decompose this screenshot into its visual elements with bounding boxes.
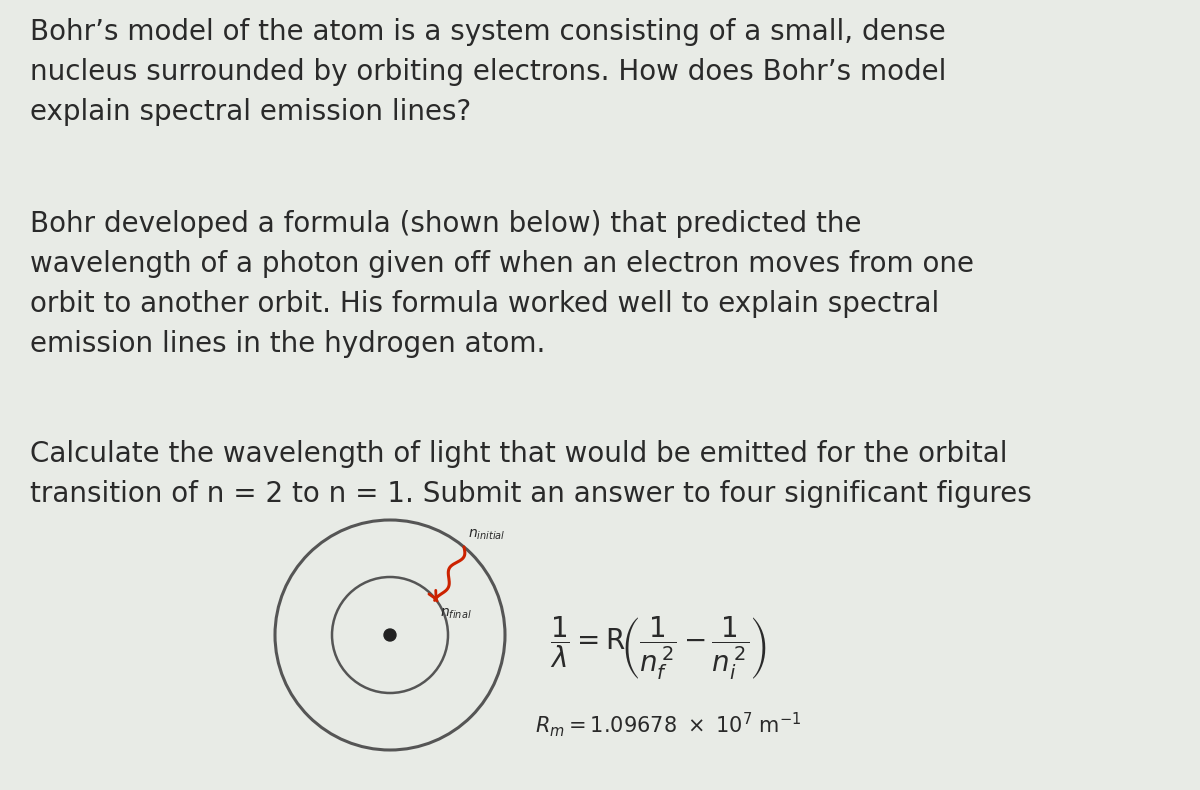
Text: Calculate the wavelength of light that would be emitted for the orbital
transiti: Calculate the wavelength of light that w… xyxy=(30,440,1032,508)
Text: Bohr developed a formula (shown below) that predicted the
wavelength of a photon: Bohr developed a formula (shown below) t… xyxy=(30,210,974,359)
Text: Bohr’s model of the atom is a system consisting of a small, dense
nucleus surrou: Bohr’s model of the atom is a system con… xyxy=(30,18,947,126)
Text: $n_{initial}$: $n_{initial}$ xyxy=(468,528,505,542)
Text: $n_{final}$: $n_{final}$ xyxy=(439,607,472,621)
Circle shape xyxy=(384,629,396,641)
Text: $\dfrac{1}{\lambda} = \mathrm{R}\!\left(\dfrac{1}{n_f^{\,2}} - \dfrac{1}{n_i^{\,: $\dfrac{1}{\lambda} = \mathrm{R}\!\left(… xyxy=(550,614,767,682)
Text: $R_m = 1.09678\ \times\ 10^7\ \mathrm{m}^{-1}$: $R_m = 1.09678\ \times\ 10^7\ \mathrm{m}… xyxy=(535,710,802,739)
